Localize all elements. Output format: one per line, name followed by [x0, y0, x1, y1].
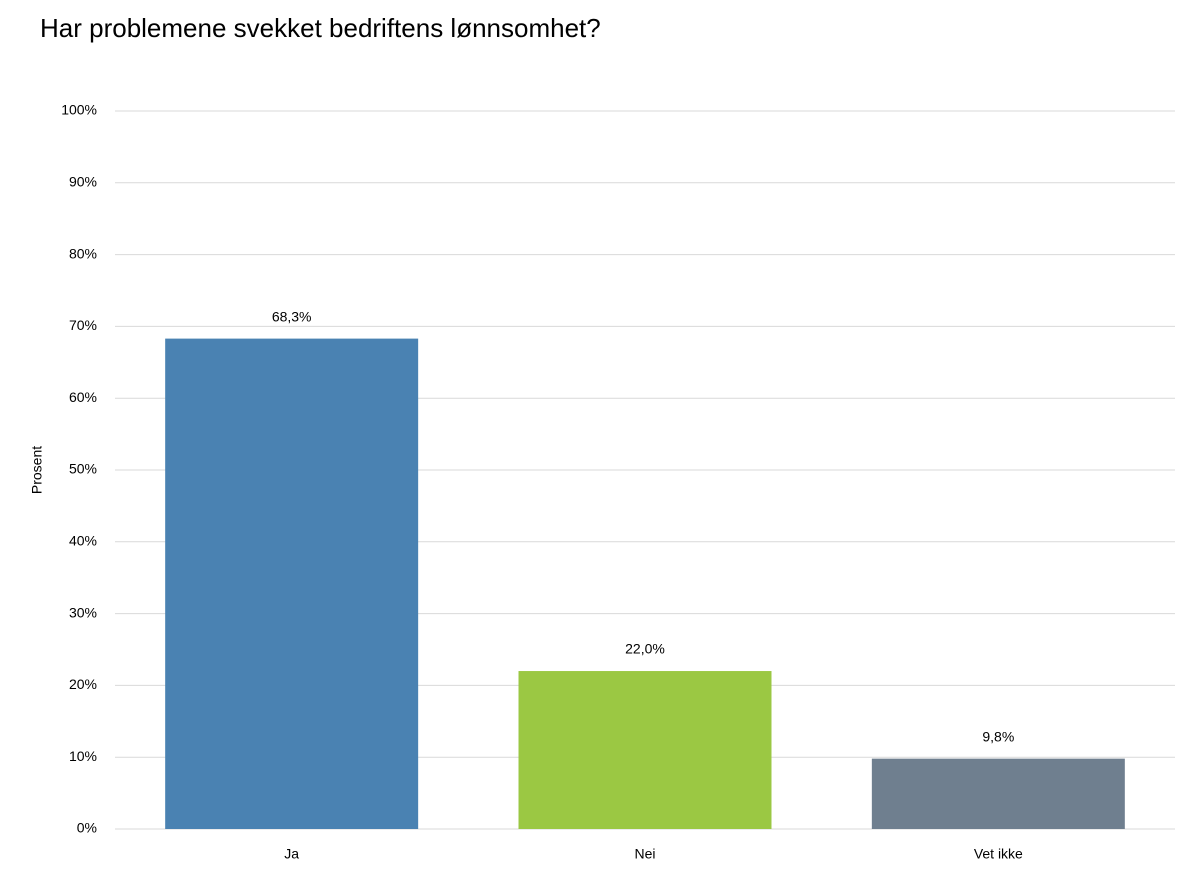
bar: [871, 758, 1125, 829]
bar: [165, 338, 419, 829]
y-tick-label: 20%: [69, 676, 97, 692]
y-axis-label: Prosent: [29, 446, 45, 494]
y-tick-label: 50%: [69, 461, 97, 477]
x-tick-label: Nei: [634, 846, 655, 862]
y-tick-label: 60%: [69, 389, 97, 405]
chart-title: Har problemene svekket bedriftens lønnso…: [40, 13, 601, 43]
y-tick-label: 70%: [69, 317, 97, 333]
y-tick-label: 10%: [69, 748, 97, 764]
y-tick-label: 90%: [69, 174, 97, 190]
y-tick-label: 40%: [69, 533, 97, 549]
value-label: 68,3%: [272, 308, 312, 324]
bar: [518, 671, 772, 829]
x-tick-label: Vet ikke: [974, 846, 1023, 862]
y-tick-label: 100%: [61, 102, 97, 118]
y-tick-label: 0%: [77, 820, 97, 836]
y-tick-label: 30%: [69, 604, 97, 620]
x-tick-label: Ja: [284, 846, 299, 862]
value-label: 9,8%: [982, 728, 1014, 744]
y-tick-label: 80%: [69, 245, 97, 261]
value-label: 22,0%: [625, 641, 665, 657]
